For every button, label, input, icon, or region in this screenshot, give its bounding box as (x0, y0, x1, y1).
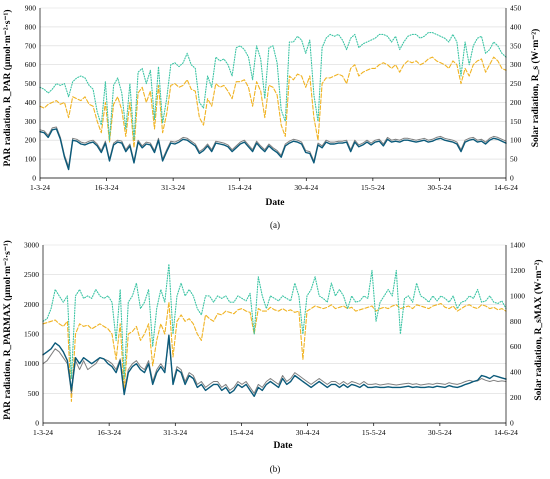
x-tick-label: 1-3-24 (30, 183, 50, 192)
y-left-tick-label: 100 (25, 155, 37, 164)
chart-a-axes (39, 8, 507, 179)
x-tick-label: 15-4-24 (230, 428, 254, 437)
y-left-tick-label: 900 (25, 4, 37, 13)
chart-b-ylabel-right: Solar radiation, R_sMAX (W·m⁻²) (533, 259, 544, 400)
chart-b-ylabel-left: PAR radiation, R_PARMAX (µmol·m⁻²·s⁻¹) (2, 240, 13, 420)
y-right-tick-label: 800 (510, 317, 522, 326)
chart-a-ylabel-left: PAR radiation, R_PAR (µmol·m⁻²·s⁻¹) (2, 9, 13, 166)
chart-b-axes (42, 245, 507, 424)
chart-b-right-ticks: 0 200 400 600 800 1000 1200 1400 (510, 241, 525, 428)
chart-a-left-ticks: 0 100 200 300 400 500 600 700 800 900 (25, 4, 37, 183)
x-tick-label: 15-5-24 (362, 428, 386, 437)
y-right-tick-label: 100 (510, 136, 522, 145)
y-left-tick-label: 2500 (24, 270, 39, 279)
chart-b-panel-label: (b) (270, 464, 281, 474)
y-left-tick-label: 800 (25, 22, 37, 31)
chart-b: 0 500 1000 1500 2000 2500 3000 0 200 400 600 800 10… (2, 240, 544, 474)
y-right-tick-label: 50 (510, 155, 518, 164)
y-right-tick-label: 600 (510, 342, 522, 351)
x-tick-label: 30-4-24 (294, 183, 318, 192)
y-right-tick-label: 300 (510, 60, 522, 69)
x-tick-label: 16-3-24 (95, 183, 119, 192)
chart-a-x-ticks: 1-3-24 16-3-24 31-3-24 15-4-24 30-4-24 15-5-2… (30, 178, 518, 192)
y-left-tick-label: 1500 (24, 330, 39, 339)
x-tick-label: 30-4-24 (296, 428, 320, 437)
chart-a-xlabel: Date (266, 198, 285, 208)
chart-a: 0 100 200 300 400 500 600 700 800 900 0 50 100 150 20… (2, 4, 541, 231)
y-right-tick-label: 200 (510, 393, 522, 402)
x-tick-label: 16-3-24 (97, 428, 121, 437)
series-line-2 (39, 56, 507, 149)
series-line-3 (39, 32, 507, 141)
y-right-tick-label: 350 (510, 41, 522, 50)
series-line-0 (42, 339, 507, 394)
series-line-0 (39, 126, 507, 168)
y-left-tick-label: 200 (25, 136, 37, 145)
x-tick-label: 30-5-24 (428, 183, 452, 192)
chart-b-series (42, 263, 507, 402)
y-right-tick-label: 0 (510, 419, 514, 428)
x-tick-label: 30-5-24 (428, 428, 452, 437)
y-right-tick-label: 400 (510, 368, 522, 377)
y-left-tick-label: 3000 (24, 241, 39, 250)
chart-b-left-ticks: 0 500 1000 1500 2000 2500 3000 (24, 241, 39, 428)
y-right-tick-label: 1000 (510, 291, 525, 300)
x-tick-label: 14-6-24 (494, 428, 518, 437)
y-left-tick-label: 700 (25, 41, 37, 50)
y-left-tick-label: 300 (25, 117, 37, 126)
series-line-1 (42, 334, 507, 397)
x-tick-label: 15-5-24 (361, 183, 385, 192)
y-right-tick-label: 450 (510, 4, 522, 13)
x-tick-label: 31-3-24 (161, 183, 185, 192)
x-tick-label: 15-4-24 (228, 183, 252, 192)
chart-a-ylabel-right: Solar radiation, R_s (W·m⁻²) (530, 29, 541, 148)
y-left-tick-label: 0 (35, 419, 39, 428)
series-line-1 (39, 128, 507, 171)
x-tick-label: 1-3-24 (33, 428, 53, 437)
y-right-tick-label: 150 (510, 117, 522, 126)
y-left-tick-label: 1000 (24, 359, 39, 368)
series-line-3 (42, 263, 507, 380)
y-left-tick-label: 400 (25, 98, 37, 107)
y-left-tick-label: 500 (28, 389, 40, 398)
chart-a-right-ticks: 0 50 100 150 200 250 300 350 400 450 (510, 4, 522, 183)
chart-a-gridlines (40, 7, 506, 179)
y-left-tick-label: 0 (32, 174, 36, 183)
y-right-tick-label: 0 (510, 174, 514, 183)
chart-a-series (39, 32, 507, 171)
y-left-tick-label: 2000 (24, 300, 39, 309)
y-right-tick-label: 1200 (510, 266, 525, 275)
y-right-tick-label: 400 (510, 22, 522, 31)
chart-b-x-ticks: 1-3-24 16-3-24 31-3-24 15-4-24 30-4-24 15-5-2… (33, 423, 518, 437)
y-left-tick-label: 600 (25, 60, 37, 69)
y-right-tick-label: 1400 (510, 241, 525, 250)
y-right-tick-label: 250 (510, 79, 522, 88)
x-tick-label: 14-6-24 (494, 183, 518, 192)
series-line-2 (42, 301, 507, 402)
x-tick-label: 31-3-24 (163, 428, 187, 437)
chart-b-xlabel: Date (274, 441, 293, 451)
y-left-tick-label: 500 (25, 79, 37, 88)
y-right-tick-label: 200 (510, 98, 522, 107)
chart-a-panel-label: (a) (270, 220, 280, 230)
